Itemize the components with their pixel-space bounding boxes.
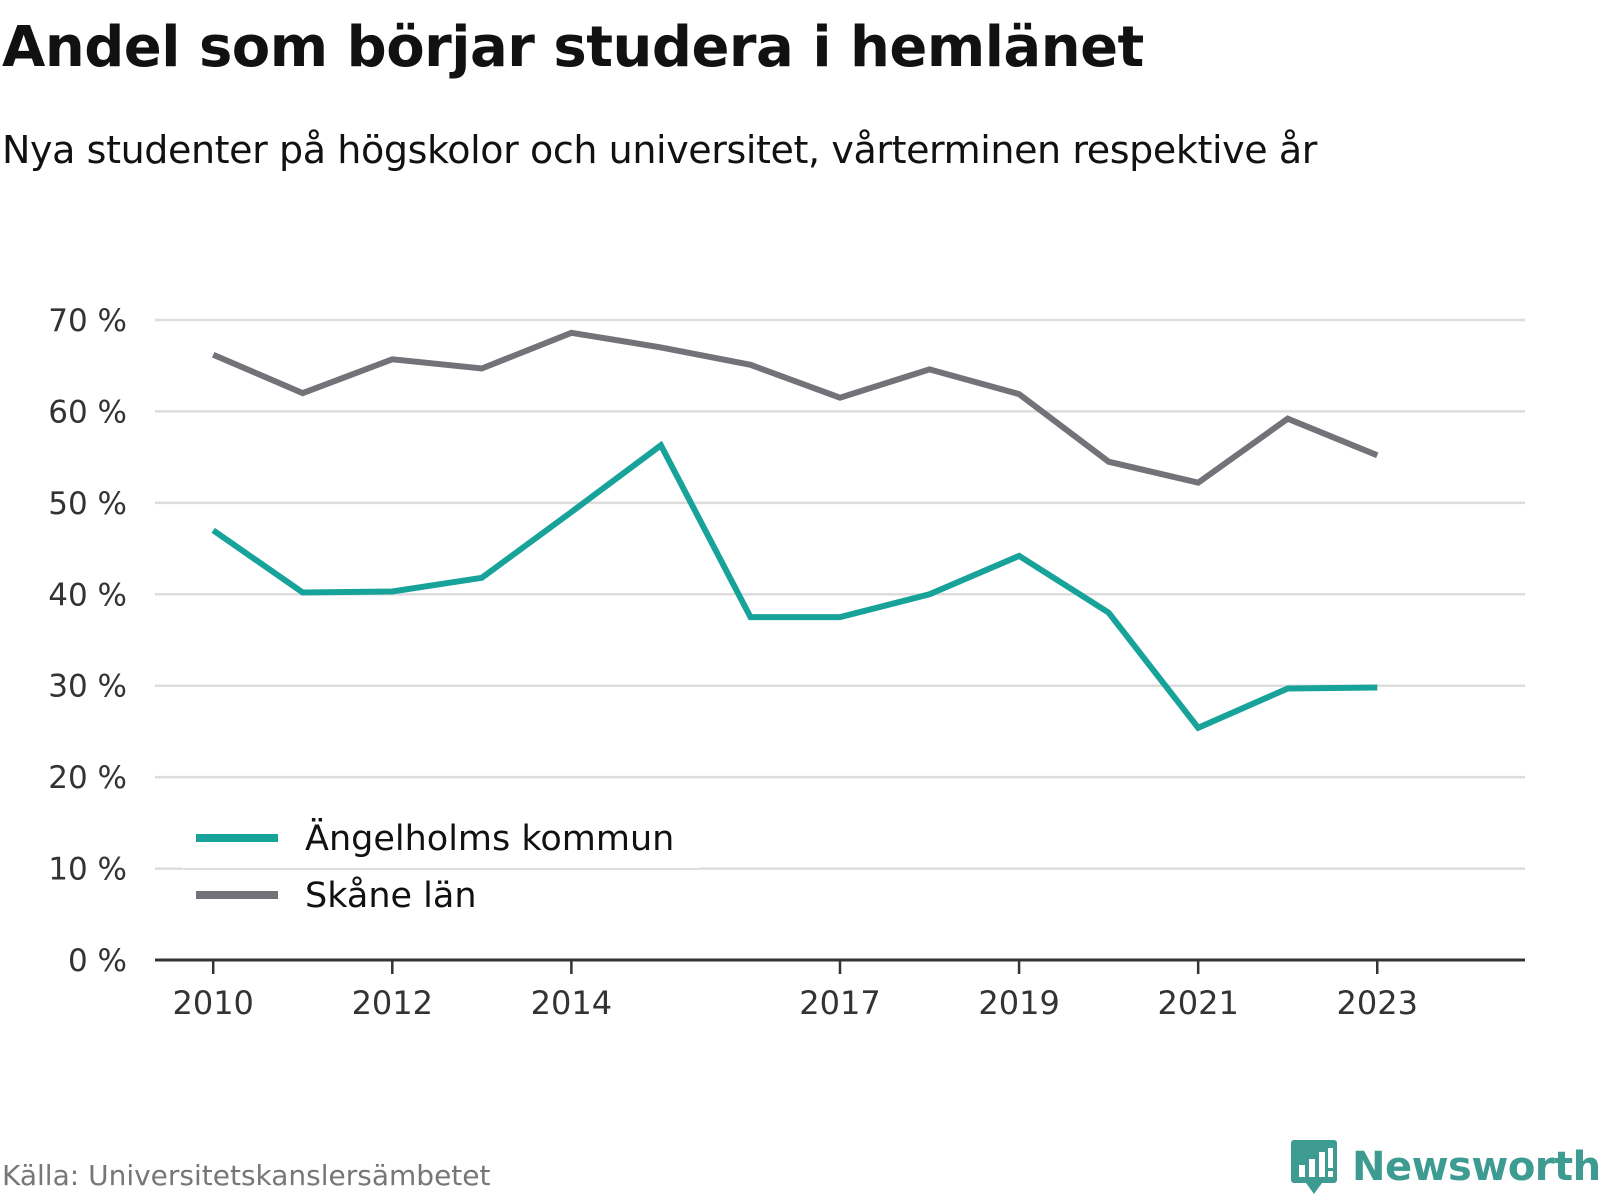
y-tick-label: 60 % [48,394,127,430]
chart-subtitle: Nya studenter på högskolor och universit… [2,128,1317,172]
series-lines [211,329,1379,732]
x-tick-label: 2010 [172,984,253,1022]
x-axis-tick-labels: 2010 2012 2014 2017 2019 2021 2023 [172,984,1417,1022]
y-axis-tick-labels: 0 % 10 % 20 % 30 % 40 % 50 % 60 % 70 % [48,303,127,979]
x-tick-label: 2012 [352,984,433,1022]
x-tick-label: 2014 [531,984,612,1022]
y-tick-label: 10 % [48,852,127,888]
x-axis [155,958,1525,974]
series-line-1 [212,329,1379,486]
x-tick-label: 2017 [799,984,880,1022]
y-tick-label: 50 % [48,486,127,522]
series-line-0 [211,440,1378,732]
legend: Ängelholms kommun Skåne län [182,808,700,916]
brand-logo: Newsworthy [1290,1138,1600,1196]
source-note: Källa: Universitetskanslersämbetet [2,1159,491,1192]
x-tick-label: 2019 [978,984,1059,1022]
y-tick-label: 0 % [68,943,127,979]
y-tick-label: 70 % [48,303,127,339]
y-tick-label: 30 % [48,669,127,705]
y-tick-label: 20 % [48,760,127,796]
legend-label: Skåne län [305,875,477,916]
x-tick-label: 2021 [1157,984,1238,1022]
legend-label: Ängelholms kommun [305,817,674,859]
brand-name: Newsworthy [1352,1144,1600,1190]
y-tick-label: 40 % [48,577,127,613]
chart-title: Andel som börjar studera i hemlänet [2,15,1144,80]
x-tick-label: 2023 [1337,984,1418,1022]
bar-chart-speech-bubble-icon [1291,1140,1337,1194]
